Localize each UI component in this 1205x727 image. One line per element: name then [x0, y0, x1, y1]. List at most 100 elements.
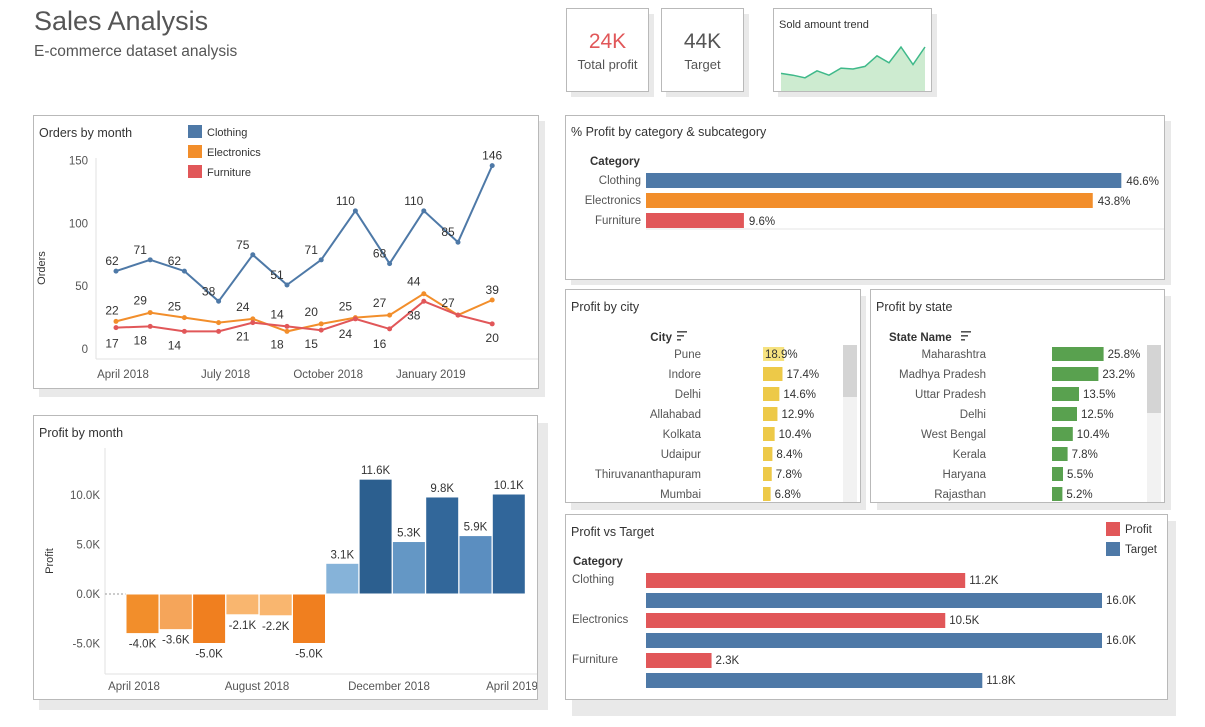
state-scrollbar-thumb[interactable] — [1147, 345, 1161, 413]
orders-point-electronics[interactable] — [181, 315, 187, 321]
city-bar[interactable] — [763, 427, 775, 441]
orders-point-electronics[interactable] — [489, 297, 495, 303]
orders-point-furniture[interactable] — [421, 298, 427, 304]
profit-bar[interactable] — [225, 593, 260, 616]
profit-bar[interactable] — [192, 593, 227, 644]
orders-point-clothing[interactable] — [147, 257, 153, 263]
profit-x-tick: August 2018 — [225, 681, 290, 693]
orders-point-clothing[interactable] — [250, 252, 256, 258]
kpi-target[interactable]: 44K Target — [661, 8, 744, 92]
city-bar[interactable] — [763, 387, 780, 401]
pvt-profit-bar[interactable] — [646, 573, 966, 588]
orders-point-electronics[interactable] — [216, 320, 222, 326]
profit-by-month-panel[interactable]: Profit by month Profit 10.0K 5.0K 0.0K -5.0… — [33, 415, 538, 700]
orders-point-clothing[interactable] — [318, 257, 324, 263]
orders-point-clothing[interactable] — [455, 239, 461, 245]
orders-point-clothing[interactable] — [352, 208, 358, 214]
city-bar[interactable] — [763, 347, 785, 361]
profit-by-city-panel[interactable]: Profit by city City Pune 18.9% Indore 17.4%… — [565, 289, 861, 503]
category-bar[interactable] — [646, 213, 744, 228]
city-bar-label: 14.6% — [783, 389, 816, 401]
sort-icon[interactable] — [677, 331, 687, 341]
orders-point-furniture[interactable] — [489, 321, 495, 327]
orders-point-electronics[interactable] — [284, 328, 290, 334]
legend-label-electronics[interactable]: Electronics — [207, 147, 261, 159]
orders-point-electronics[interactable] — [147, 310, 153, 316]
state-bar[interactable] — [1052, 387, 1079, 401]
pvt-legend-swatch-profit[interactable] — [1106, 522, 1120, 536]
city-bar[interactable] — [763, 487, 771, 501]
profit-by-category-panel[interactable]: % Profit by category & subcategory Categ… — [565, 115, 1165, 280]
pvt-profit-bar[interactable] — [646, 653, 712, 668]
city-scrollbar-thumb[interactable] — [843, 345, 857, 397]
state-bar[interactable] — [1052, 367, 1099, 381]
pvt-legend-label-target[interactable]: Target — [1125, 544, 1158, 556]
profit-bar[interactable] — [458, 535, 493, 595]
legend-label-clothing[interactable]: Clothing — [207, 127, 247, 139]
profit-bar[interactable] — [425, 496, 460, 595]
profit-bar[interactable] — [258, 593, 293, 617]
orders-point-furniture[interactable] — [387, 326, 393, 332]
profit-vs-target-panel[interactable]: Profit vs Target Category Profit Target Cl… — [565, 514, 1168, 700]
orders-point-clothing[interactable] — [113, 268, 119, 274]
orders-point-clothing[interactable] — [216, 298, 222, 304]
orders-point-clothing[interactable] — [284, 282, 290, 288]
category-bar[interactable] — [646, 193, 1093, 208]
city-bar[interactable] — [763, 447, 773, 461]
state-bar[interactable] — [1052, 487, 1063, 501]
state-row-label: Rajasthan — [934, 489, 986, 501]
legend-label-furniture[interactable]: Furniture — [207, 167, 251, 179]
orders-point-clothing[interactable] — [387, 261, 393, 267]
orders-by-month-panel[interactable]: Orders by month Orders 0 50 100 150 April 20… — [33, 115, 539, 389]
kpi-sold-amount-trend[interactable]: Sold amount trend — [773, 8, 932, 92]
orders-point-furniture[interactable] — [318, 327, 324, 333]
legend-swatch-furniture[interactable] — [188, 165, 202, 178]
orders-data-label-furniture: 20 — [486, 331, 500, 345]
orders-point-furniture[interactable] — [181, 328, 187, 334]
orders-point-furniture[interactable] — [113, 325, 119, 331]
state-bar[interactable] — [1052, 467, 1063, 481]
orders-point-furniture[interactable] — [352, 316, 358, 322]
orders-point-furniture[interactable] — [250, 320, 256, 326]
pvt-target-bar[interactable] — [646, 593, 1102, 608]
profit-bar[interactable] — [391, 541, 426, 595]
kpi-target-value: 44K — [683, 30, 722, 53]
orders-point-furniture[interactable] — [455, 312, 461, 318]
pvt-legend-swatch-target[interactable] — [1106, 542, 1120, 556]
orders-point-clothing[interactable] — [181, 268, 187, 274]
profit-bar[interactable] — [125, 593, 160, 635]
profit-bar[interactable] — [292, 593, 326, 644]
orders-point-furniture[interactable] — [216, 328, 222, 334]
profit-bar[interactable] — [158, 593, 193, 631]
city-bar[interactable] — [763, 467, 772, 481]
sort-icon[interactable] — [961, 331, 971, 341]
pvt-target-bar[interactable] — [646, 673, 983, 688]
orders-point-electronics[interactable] — [387, 312, 393, 318]
orders-point-furniture[interactable] — [284, 323, 290, 329]
state-bar-label: 23.2% — [1102, 369, 1135, 381]
orders-point-electronics[interactable] — [113, 318, 119, 324]
state-bar[interactable] — [1052, 447, 1068, 461]
profit-bar[interactable] — [491, 493, 526, 595]
city-bar[interactable] — [763, 407, 778, 421]
orders-point-clothing[interactable] — [489, 163, 495, 169]
category-bar[interactable] — [646, 173, 1122, 188]
orders-point-clothing[interactable] — [421, 208, 427, 214]
legend-swatch-clothing[interactable] — [188, 125, 202, 138]
pvt-target-bar[interactable] — [646, 633, 1102, 648]
profit-by-state-panel[interactable]: Profit by state State Name Maharashtra 25… — [870, 289, 1165, 503]
pvt-profit-bar[interactable] — [646, 613, 946, 628]
state-bar[interactable] — [1052, 427, 1073, 441]
orders-point-electronics[interactable] — [421, 291, 427, 297]
pvt-legend-label-profit[interactable]: Profit — [1125, 524, 1153, 536]
profit-bar[interactable] — [325, 562, 360, 595]
orders-point-furniture[interactable] — [147, 323, 153, 329]
orders-point-electronics[interactable] — [318, 321, 324, 327]
orders-point-electronics[interactable] — [250, 316, 256, 322]
profit-bar[interactable] — [358, 478, 393, 595]
kpi-total-profit[interactable]: 24K Total profit — [566, 8, 649, 92]
legend-swatch-electronics[interactable] — [188, 145, 202, 158]
state-bar[interactable] — [1052, 407, 1077, 421]
city-bar[interactable] — [763, 367, 783, 381]
state-bar[interactable] — [1052, 347, 1104, 361]
